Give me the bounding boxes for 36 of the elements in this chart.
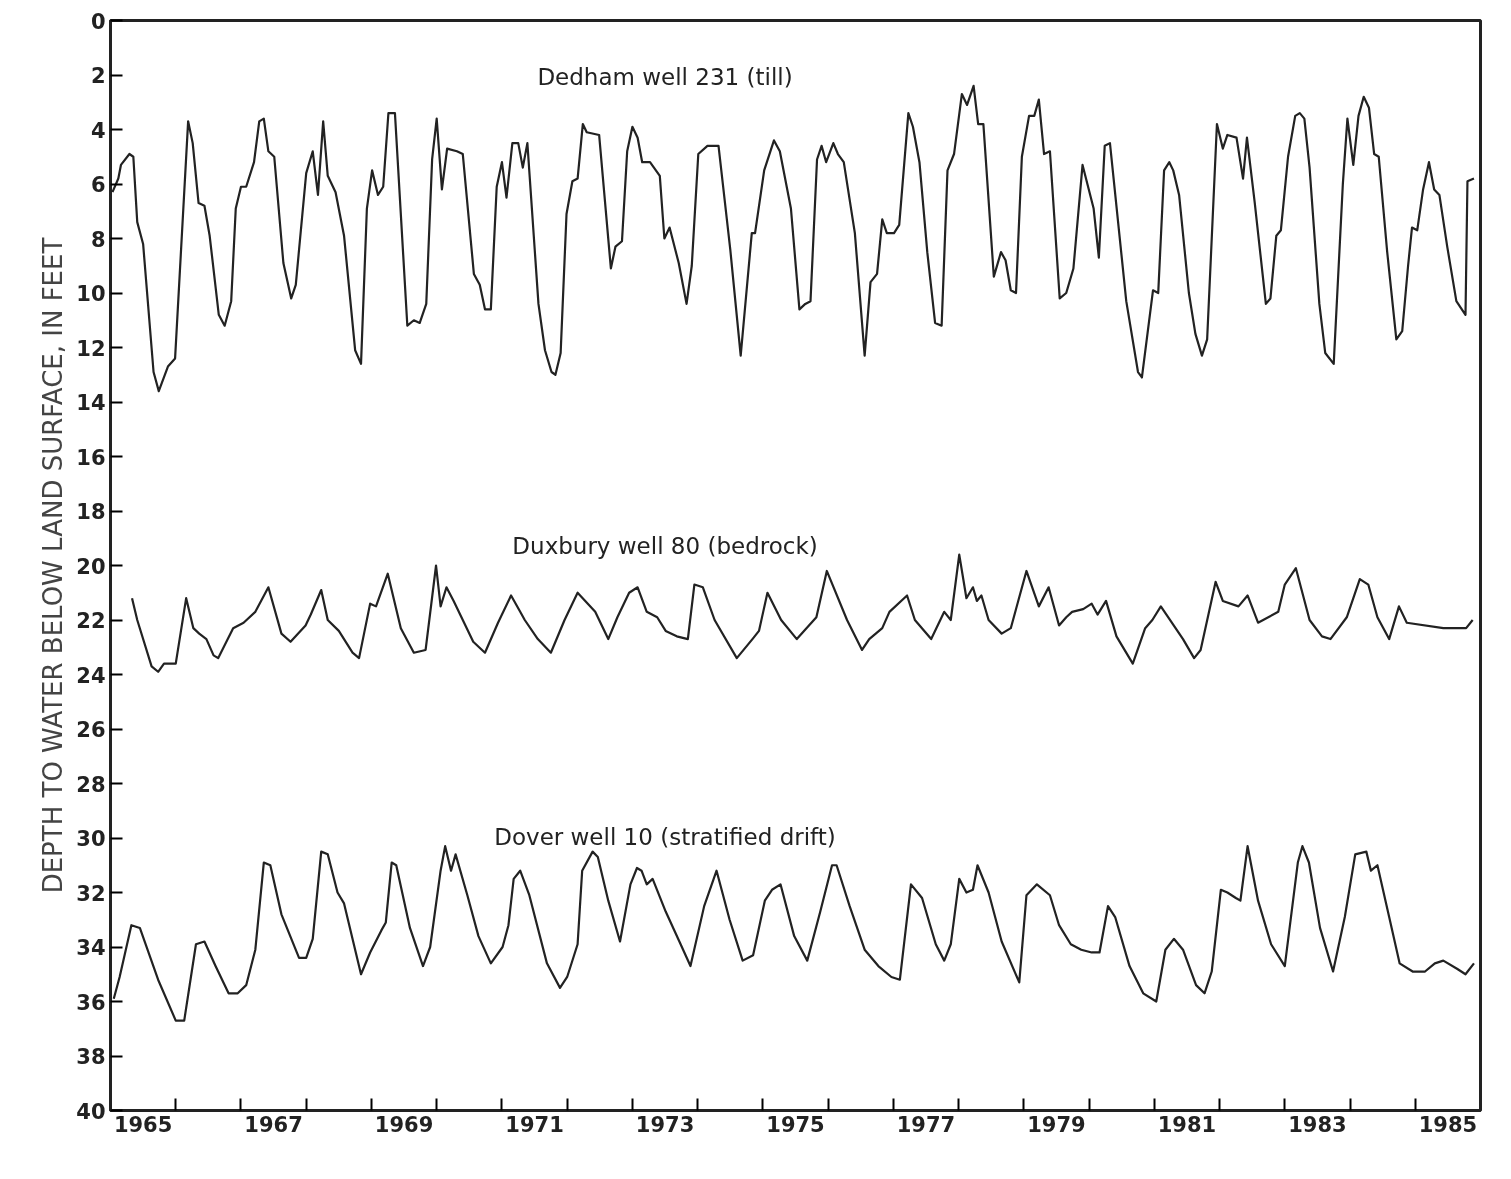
y-tick-label: 12: [76, 336, 106, 361]
x-tick-label: 1967: [244, 1112, 303, 1137]
y-tick-label: 24: [76, 663, 106, 688]
x-tick-label: 1977: [896, 1112, 956, 1137]
y-tick-label: 34: [76, 936, 106, 960]
y-tick-label: 6: [90, 173, 106, 197]
x-tick-label: 1969: [374, 1112, 434, 1137]
y-tick-label: 4: [90, 118, 106, 143]
x-tick-label: 1973: [635, 1112, 695, 1137]
x-tick-label: 1985: [1418, 1112, 1478, 1137]
x-tick-label: 1981: [1157, 1112, 1217, 1137]
y-tick-label: 28: [76, 772, 106, 797]
y-tick-label: 30: [76, 827, 106, 851]
y-tick-label: 0: [90, 9, 106, 34]
y-tick-label: 26: [76, 718, 106, 742]
y-tick-label: 14: [76, 391, 106, 415]
y-tick-label: 40: [76, 1099, 106, 1124]
y-tick-label: 10: [76, 282, 106, 306]
x-tick-label: 1965: [113, 1112, 173, 1137]
y-tick-label: 18: [76, 500, 106, 524]
x-tick-label: 1983: [1288, 1112, 1347, 1137]
y-tick-label: 2: [90, 64, 106, 88]
y-axis-title: DEPTH TO WATER BELOW LAND SURFACE, IN FEET: [38, 237, 69, 894]
series-label: Dover well 10 (stratified drift): [494, 824, 836, 851]
y-tick-label: 36: [76, 990, 106, 1015]
x-tick-label: 1979: [1027, 1112, 1086, 1137]
y-tick-label: 22: [76, 609, 106, 633]
x-tick-label: 1971: [505, 1112, 564, 1137]
y-tick-label: 16: [76, 445, 106, 470]
x-tick-label: 1975: [766, 1112, 825, 1137]
series-label: Duxbury well 80 (bedrock): [512, 532, 818, 559]
y-tick-label: 8: [90, 227, 106, 252]
y-tick-label: 38: [76, 1045, 106, 1069]
y-tick-label: 32: [76, 881, 106, 906]
y-tick-label: 20: [76, 554, 106, 579]
text: Dedham well 231 (till): [537, 63, 793, 90]
